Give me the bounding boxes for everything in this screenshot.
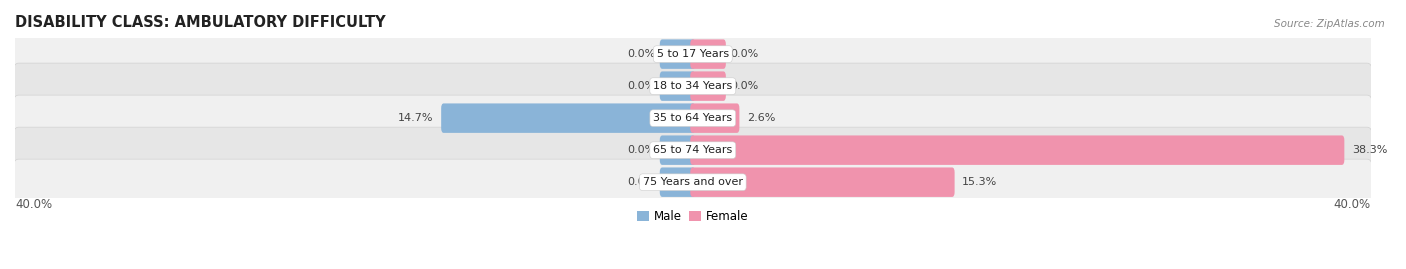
Text: 2.6%: 2.6% <box>747 113 775 123</box>
Text: 65 to 74 Years: 65 to 74 Years <box>654 145 733 155</box>
FancyBboxPatch shape <box>690 168 955 197</box>
FancyBboxPatch shape <box>13 159 1372 205</box>
Legend: Male, Female: Male, Female <box>633 205 752 228</box>
Text: 0.0%: 0.0% <box>730 81 758 91</box>
FancyBboxPatch shape <box>13 63 1372 109</box>
FancyBboxPatch shape <box>690 103 740 133</box>
Text: 0.0%: 0.0% <box>730 49 758 59</box>
Text: 0.0%: 0.0% <box>627 81 655 91</box>
Text: 35 to 64 Years: 35 to 64 Years <box>654 113 733 123</box>
FancyBboxPatch shape <box>659 71 696 101</box>
Text: Source: ZipAtlas.com: Source: ZipAtlas.com <box>1274 19 1385 29</box>
Text: 18 to 34 Years: 18 to 34 Years <box>654 81 733 91</box>
FancyBboxPatch shape <box>690 136 1344 165</box>
FancyBboxPatch shape <box>441 103 696 133</box>
FancyBboxPatch shape <box>13 95 1372 141</box>
FancyBboxPatch shape <box>13 31 1372 77</box>
Text: 15.3%: 15.3% <box>962 177 997 187</box>
Text: 5 to 17 Years: 5 to 17 Years <box>657 49 728 59</box>
FancyBboxPatch shape <box>690 39 725 69</box>
Text: 0.0%: 0.0% <box>627 49 655 59</box>
Text: 0.0%: 0.0% <box>627 145 655 155</box>
FancyBboxPatch shape <box>659 39 696 69</box>
Text: 40.0%: 40.0% <box>1333 198 1371 211</box>
FancyBboxPatch shape <box>13 127 1372 173</box>
Text: DISABILITY CLASS: AMBULATORY DIFFICULTY: DISABILITY CLASS: AMBULATORY DIFFICULTY <box>15 15 385 30</box>
Text: 14.7%: 14.7% <box>398 113 433 123</box>
Text: 0.0%: 0.0% <box>627 177 655 187</box>
FancyBboxPatch shape <box>659 136 696 165</box>
FancyBboxPatch shape <box>690 71 725 101</box>
Text: 75 Years and over: 75 Years and over <box>643 177 742 187</box>
Text: 40.0%: 40.0% <box>15 198 52 211</box>
FancyBboxPatch shape <box>659 168 696 197</box>
Text: 38.3%: 38.3% <box>1353 145 1388 155</box>
